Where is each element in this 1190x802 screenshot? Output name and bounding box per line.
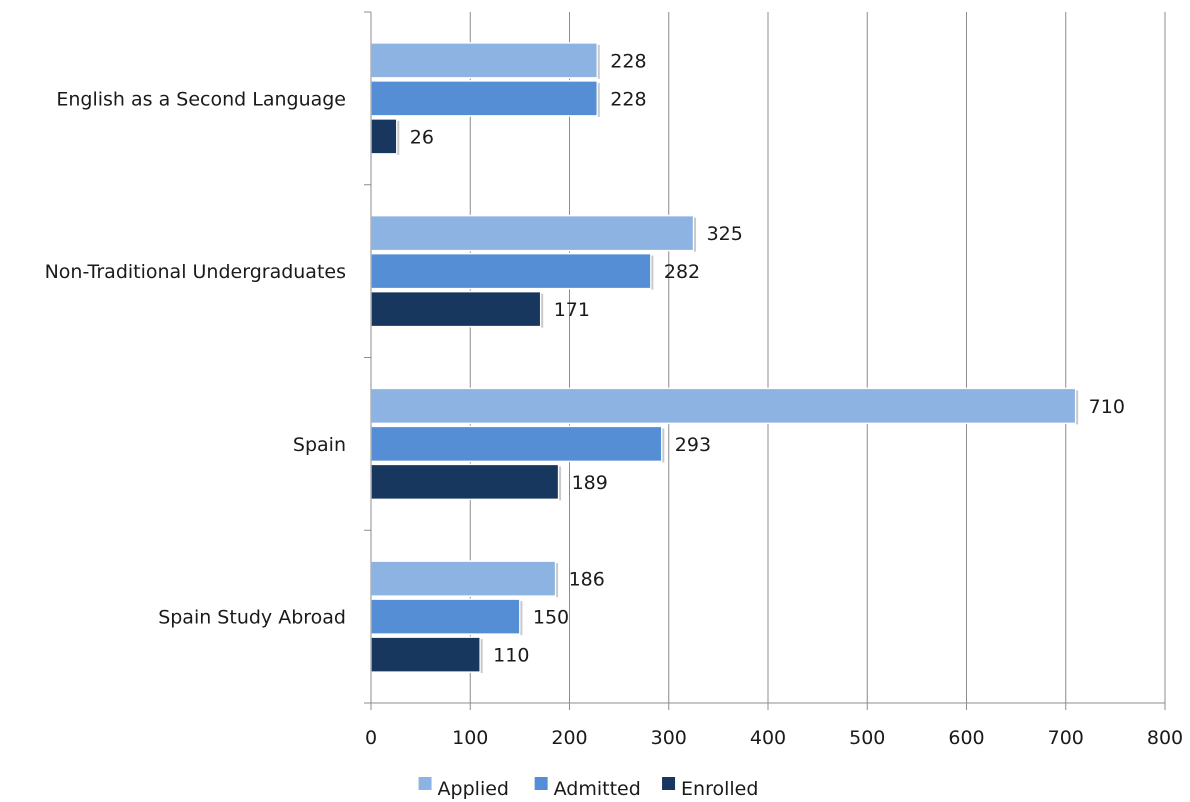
category-label: Spain Study Abroad bbox=[158, 607, 346, 629]
x-tick-label: 400 bbox=[750, 727, 786, 749]
bar bbox=[370, 425, 663, 463]
legend-label: Applied bbox=[438, 778, 509, 800]
data-label: 186 bbox=[569, 569, 605, 591]
bar bbox=[370, 290, 542, 328]
bar bbox=[370, 636, 481, 673]
data-label: 189 bbox=[572, 472, 608, 494]
x-tick-label: 500 bbox=[849, 727, 885, 749]
legend-label: Enrolled bbox=[681, 778, 758, 800]
bar bbox=[370, 214, 695, 252]
bar bbox=[370, 598, 521, 635]
bar bbox=[370, 463, 560, 501]
data-label: 282 bbox=[664, 261, 700, 283]
x-tick-label: 0 bbox=[365, 727, 377, 749]
data-label: 228 bbox=[610, 50, 646, 72]
x-tick-label: 700 bbox=[1048, 727, 1084, 749]
bar bbox=[370, 387, 1077, 425]
bar bbox=[370, 118, 398, 155]
x-tick-label: 800 bbox=[1147, 727, 1183, 749]
category-label: Spain bbox=[293, 434, 346, 456]
x-tick-label: 600 bbox=[948, 727, 984, 749]
bar bbox=[370, 80, 599, 117]
category-label: Non-Traditional Undergraduates bbox=[45, 261, 346, 283]
data-label: 150 bbox=[533, 607, 569, 629]
bar bbox=[370, 560, 557, 597]
bar bbox=[370, 252, 652, 290]
data-label: 228 bbox=[610, 88, 646, 110]
legend-swatch bbox=[534, 777, 548, 790]
x-tick-label: 300 bbox=[651, 727, 687, 749]
category-label: English as a Second Language bbox=[56, 88, 346, 110]
x-tick-label: 200 bbox=[551, 727, 587, 749]
x-tick-label: 100 bbox=[452, 727, 488, 749]
legend-label: Admitted bbox=[554, 778, 641, 800]
data-label: 26 bbox=[410, 126, 434, 148]
data-label: 710 bbox=[1089, 396, 1125, 418]
legend-swatch bbox=[418, 777, 432, 790]
data-label: 110 bbox=[493, 645, 529, 667]
data-label: 171 bbox=[554, 299, 590, 321]
data-label: 293 bbox=[675, 434, 711, 456]
bar bbox=[370, 42, 599, 79]
legend-swatch bbox=[662, 777, 676, 790]
data-label: 325 bbox=[707, 223, 743, 245]
